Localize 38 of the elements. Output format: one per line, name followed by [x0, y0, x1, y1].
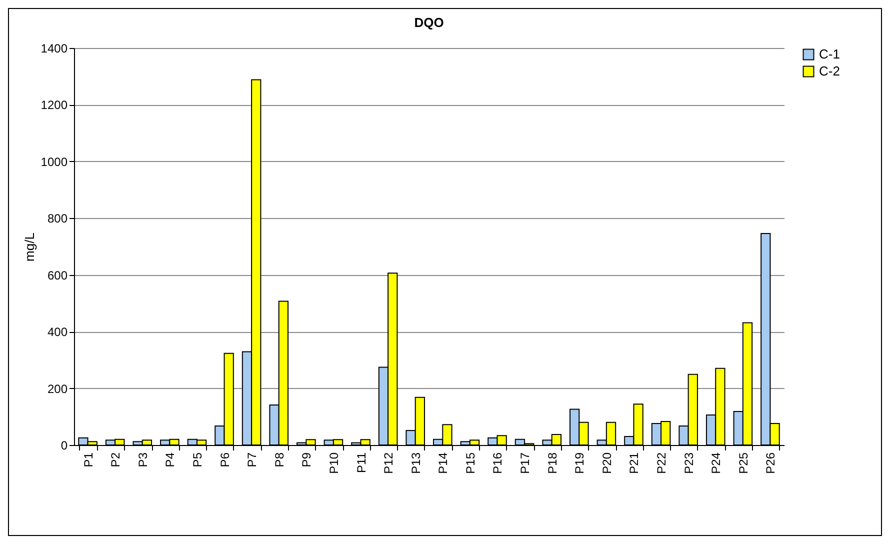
x-tick-label: P20 [600, 452, 614, 474]
x-tick-label: P23 [682, 452, 696, 474]
x-tick-label: P16 [490, 452, 505, 474]
y-tick-label: 200 [47, 382, 68, 396]
x-tick-label: P15 [463, 452, 478, 474]
x-tick-label: P7 [245, 452, 260, 468]
y-axis-title: mg/L [22, 232, 37, 262]
x-tick-label: P1 [81, 452, 96, 468]
y-tick-label: 600 [47, 268, 68, 282]
y-tick-label: 400 [47, 325, 68, 340]
x-tick-label: P25 [736, 452, 750, 474]
x-tick-label: P19 [572, 452, 587, 474]
x-tick-label: P24 [709, 452, 724, 474]
x-tick-label: P18 [545, 452, 560, 474]
x-tick-label: P9 [300, 452, 314, 468]
x-tick-label: P11 [354, 452, 368, 473]
x-tick-label: P3 [136, 452, 150, 468]
y-tick-label: 1000 [40, 154, 68, 169]
x-tick-label: P6 [218, 452, 232, 468]
x-tick-label: P4 [163, 452, 178, 468]
x-tick-label: P12 [382, 452, 396, 474]
y-tick-label: 1200 [40, 98, 68, 112]
x-tick-label: P14 [436, 452, 450, 474]
legend-label: C-2 [819, 64, 840, 78]
y-tick-label: 1400 [40, 42, 68, 56]
x-tick-label: P22 [654, 452, 669, 474]
x-tick-label: P21 [627, 452, 642, 474]
legend-label: C-1 [819, 46, 840, 62]
chart-title: DQO [414, 15, 444, 30]
x-tick-label: P17 [518, 452, 532, 474]
x-tick-label: P13 [408, 452, 423, 474]
x-tick-label: P2 [108, 452, 123, 468]
y-tick-label: 800 [47, 212, 68, 226]
x-tick-label: P5 [190, 452, 204, 468]
x-tick-label: P8 [272, 452, 286, 468]
x-tick-label: P10 [326, 452, 341, 474]
y-tick-label: 0 [60, 438, 68, 452]
x-tick-label: P26 [764, 452, 778, 474]
